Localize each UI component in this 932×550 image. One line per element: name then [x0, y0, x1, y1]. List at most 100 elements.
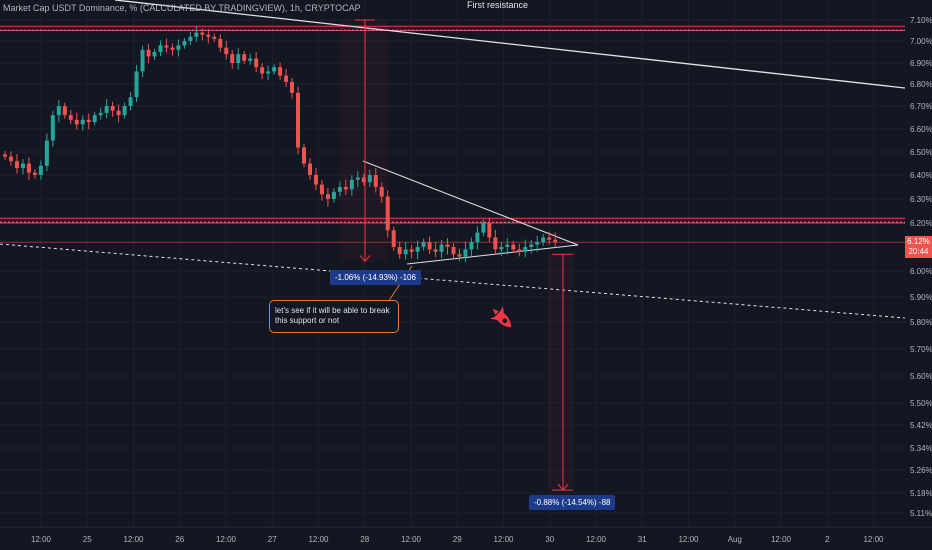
x-axis-labels: 12:00 25 12:00 26 12:00 27 12:00 28 12:00 29 12:00…: [31, 535, 884, 544]
x-tick-label: 28: [360, 535, 369, 544]
candle-body: [80, 119, 85, 125]
trend-lines: [0, 0, 906, 319]
candle-body: [397, 247, 402, 255]
candle-body: [421, 242, 426, 247]
candle-body: [56, 106, 61, 116]
candle-body: [313, 175, 318, 185]
x-tick-label: 12:00: [771, 535, 792, 544]
x-tick-label: 31: [638, 535, 647, 544]
y-tick-label: 6.60%: [910, 125, 932, 134]
triangle-lower-line: [406, 244, 579, 265]
x-tick-label: 12:00: [678, 535, 699, 544]
candle-body: [236, 54, 241, 63]
y-tick-label: 5.34%: [910, 444, 932, 453]
candle-body: [278, 67, 283, 76]
candle-body: [307, 163, 312, 175]
y-tick-label: 5.11%: [910, 509, 932, 518]
x-tick-label: 26: [175, 535, 184, 544]
candle-body: [20, 163, 25, 169]
candle-body: [86, 119, 91, 123]
y-tick-label: 6.40%: [910, 171, 932, 180]
candle-body: [146, 49, 151, 57]
measure-zone-upper: [340, 20, 388, 262]
candle-body: [391, 230, 396, 247]
y-tick-label: 6.50%: [910, 148, 932, 157]
callout-note[interactable]: let's see if it will be able to break th…: [269, 300, 399, 333]
candle-body: [553, 239, 558, 243]
y-axis-labels: 7.10% 7.00% 6.90% 6.80% 6.70% 6.60% 6.50% 6.40%…: [910, 16, 932, 518]
grid: [0, 0, 905, 527]
chart-pane: [0, 0, 905, 527]
y-tick-label: 5.70%: [910, 345, 932, 354]
candle-body: [325, 194, 330, 199]
candle-body: [463, 249, 468, 257]
x-tick-label: 12:00: [493, 535, 514, 544]
candle-body: [230, 54, 235, 63]
candle-body: [188, 36, 193, 41]
rocket-icon[interactable]: [489, 303, 515, 338]
y-tick-label: 6.20%: [910, 219, 932, 228]
measure-arrows: [340, 19, 574, 491]
candle-body: [290, 81, 295, 93]
candle-body: [254, 58, 259, 68]
first-resistance-label: First resistance: [467, 0, 529, 10]
candle-body: [206, 34, 211, 37]
candle-body: [176, 45, 181, 50]
measure-zone-lower: [548, 254, 574, 491]
x-tick-label: 12:00: [586, 535, 607, 544]
candle-body: [194, 32, 199, 37]
candle-body: [343, 187, 348, 190]
candle-body: [44, 140, 49, 166]
candle-body: [3, 154, 7, 157]
candle-body: [475, 232, 480, 243]
candles: [3, 26, 558, 263]
candle-body: [469, 242, 474, 250]
support-zone: [0, 218, 905, 223]
candle-body: [457, 254, 462, 257]
candle-body: [272, 67, 277, 72]
x-tick-label: 12:00: [308, 535, 329, 544]
candle-body: [439, 244, 444, 252]
candle-body: [379, 187, 384, 197]
triangle-upper-line: [362, 160, 579, 246]
candle-body: [248, 58, 253, 61]
y-tick-label: 5.60%: [910, 372, 932, 381]
x-tick-label: 2: [825, 535, 830, 544]
candle-body: [98, 112, 103, 116]
candle-body: [337, 187, 342, 192]
last-price-value: 6.12%: [907, 237, 930, 246]
x-tick-label: 12:00: [216, 535, 237, 544]
candle-body: [415, 247, 420, 252]
x-tick-label: 12:00: [123, 535, 144, 544]
resistance-zone: [0, 26, 905, 31]
y-tick-label: 7.10%: [910, 16, 932, 25]
long-trendline: [114, 0, 906, 89]
candle-body: [361, 177, 366, 183]
candle-body: [224, 47, 229, 55]
candle-body: [260, 67, 265, 74]
candle-body: [529, 244, 534, 247]
measure-label-upper[interactable]: -1.06% (-14.93%) -106: [330, 270, 421, 285]
x-tick-label: Aug: [728, 535, 742, 544]
candle-body: [14, 161, 19, 169]
candle-body: [116, 110, 121, 116]
x-tick-label: 12:00: [31, 535, 52, 544]
candle-body: [367, 175, 372, 183]
candle-body: [152, 52, 157, 57]
candle-body: [284, 75, 289, 82]
candle-body: [8, 156, 13, 162]
candle-body: [140, 49, 145, 72]
y-tick-label: 5.80%: [910, 318, 932, 327]
chart-title: Market Cap USDT Dominance, % (CALCULATED…: [3, 3, 361, 13]
x-tick-label: 25: [83, 535, 92, 544]
candle-body: [541, 237, 546, 243]
last-price-tag: 6.12% 20:44: [905, 236, 932, 258]
y-tick-label: 6.00%: [910, 267, 932, 276]
measure-label-lower[interactable]: -0.88% (-14.54%) -88: [529, 495, 616, 510]
time-axis: [0, 527, 932, 550]
candle-body: [242, 54, 247, 61]
candle-body: [505, 244, 510, 247]
candle-body: [68, 115, 73, 120]
candle-body: [373, 175, 378, 187]
